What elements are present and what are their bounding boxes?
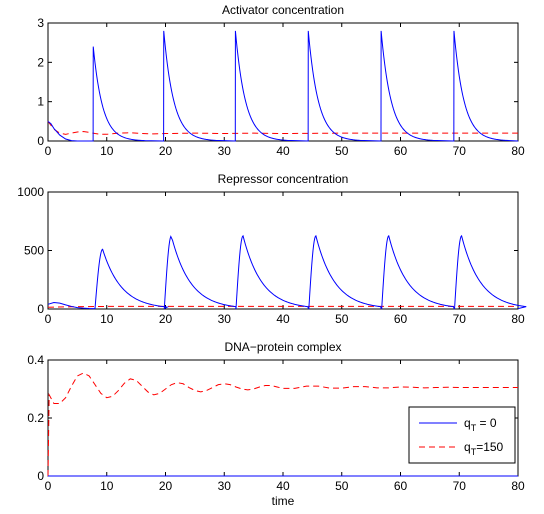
- x-tick-label: 50: [335, 144, 349, 158]
- x-tick-label: 70: [453, 144, 467, 158]
- x-tick-label: 10: [100, 312, 114, 326]
- x-tick-label: 40: [276, 144, 290, 158]
- y-tick-label: 1: [37, 95, 44, 109]
- series-line-q150: [47, 121, 518, 135]
- y-tick-label: 0: [37, 469, 44, 483]
- x-tick-label: 40: [276, 312, 290, 326]
- y-tick-label: 3: [37, 16, 44, 30]
- x-tick-label: 10: [100, 144, 114, 158]
- legend-box: [408, 406, 516, 464]
- y-tick-label: 0: [37, 134, 44, 148]
- series-line-q150: [47, 372, 518, 477]
- legend-label-q0: qT = 0: [464, 416, 497, 433]
- x-tick-label: 0: [45, 479, 52, 493]
- y-tick-label: 0.2: [27, 411, 44, 425]
- x-tick-label: 20: [159, 144, 173, 158]
- x-tick-label: 80: [511, 312, 525, 326]
- x-tick-label: 70: [453, 479, 467, 493]
- x-tick-label: 60: [394, 312, 408, 326]
- x-tick-label: 80: [511, 479, 525, 493]
- x-tick-label: 20: [159, 312, 173, 326]
- x-tick-label: 60: [394, 144, 408, 158]
- series-line-q0: [47, 234, 527, 310]
- panel-2: Repressor concentration 0 10 20 30 40 50 60 70 80…: [17, 172, 527, 326]
- legend-label-q150: qT=150: [464, 440, 504, 457]
- x-tick-label: 40: [276, 479, 290, 493]
- panel-title: DNA−protein complex: [224, 340, 341, 354]
- x-tick-label: 70: [453, 312, 467, 326]
- x-tick-label: 50: [335, 312, 349, 326]
- panel-title: Repressor concentration: [218, 172, 349, 186]
- x-tick-label: 10: [100, 479, 114, 493]
- x-tick-label: 60: [394, 479, 408, 493]
- x-tick-label: 0: [45, 144, 52, 158]
- y-tick-label: 1000: [17, 185, 44, 199]
- x-tick-label: 80: [511, 144, 525, 158]
- x-tick-label: 30: [218, 144, 232, 158]
- series-line-q0: [47, 30, 519, 142]
- x-tick-label: 30: [218, 312, 232, 326]
- x-tick-label: 50: [335, 479, 349, 493]
- panel-title: Activator concentration: [222, 3, 344, 17]
- y-tick-label: 2: [37, 55, 44, 69]
- legend: qT = 0 qT=150: [408, 406, 516, 464]
- y-tick-label: 0.4: [27, 353, 44, 367]
- x-tick-label: 20: [159, 479, 173, 493]
- series-line-q150: [47, 305, 518, 308]
- x-tick-label: 30: [218, 479, 232, 493]
- panel-3: DNA−protein complex 0 10 20 30 40 50 60 70 80 0 0.2…: [27, 340, 525, 508]
- x-tick-label: 0: [45, 312, 52, 326]
- y-tick-label: 0: [37, 302, 44, 316]
- y-tick-label: 500: [24, 244, 44, 258]
- x-axis-label: time: [272, 494, 295, 508]
